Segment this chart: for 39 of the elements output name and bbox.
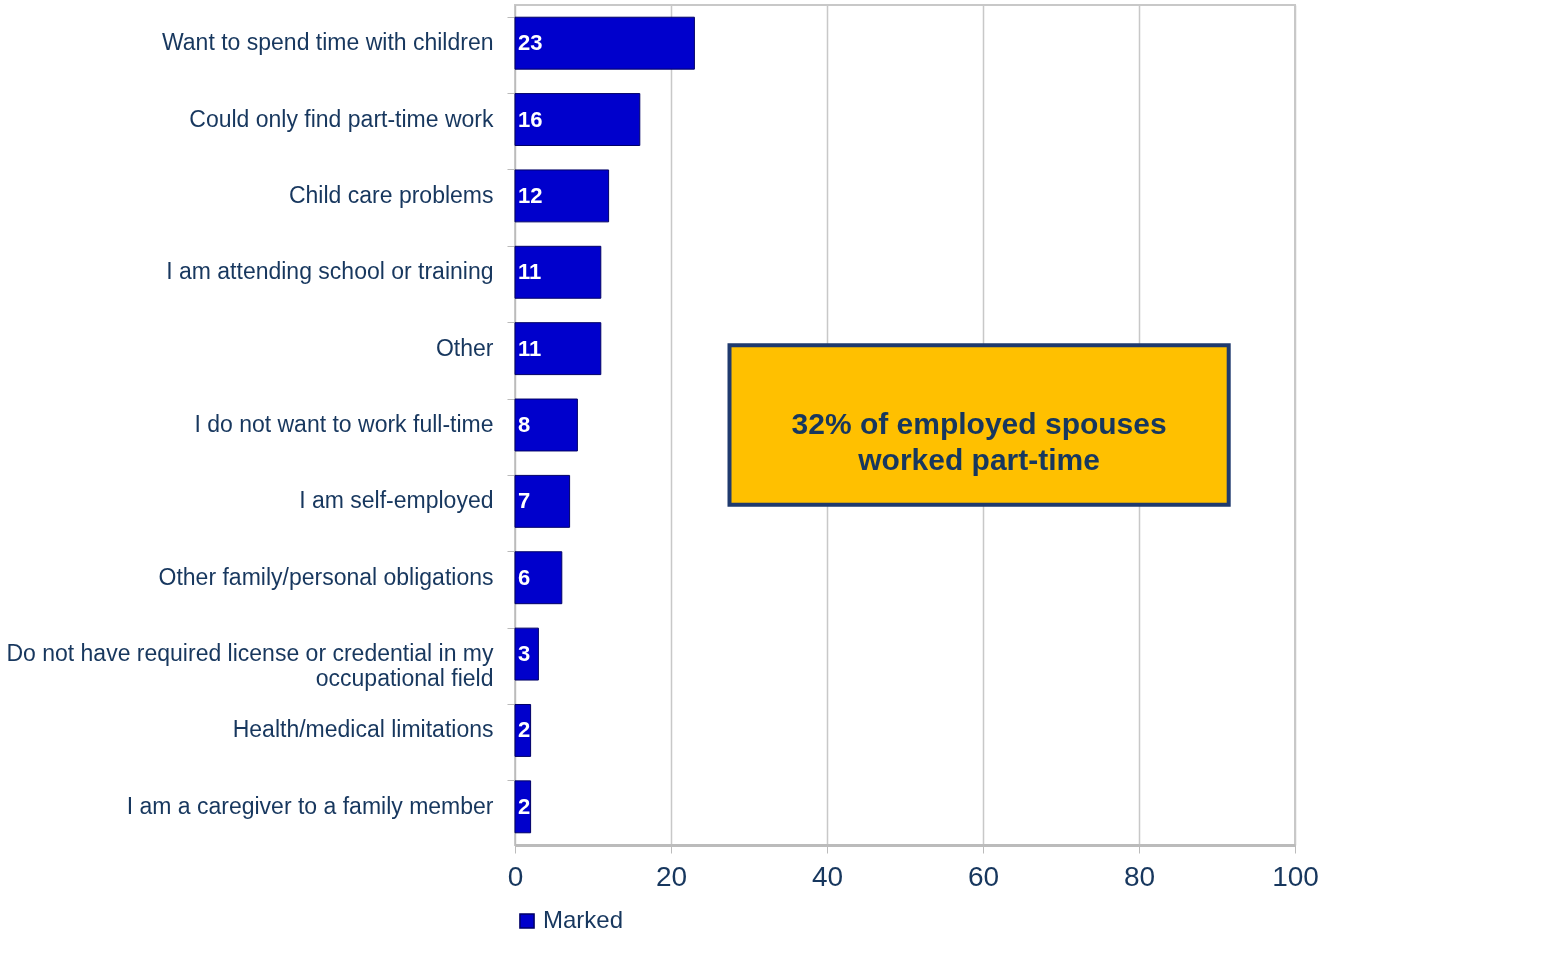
x-tick-label: 80 bbox=[1123, 860, 1156, 892]
y-tick-label: Could only find part-time work bbox=[189, 105, 494, 132]
data-label: 16 bbox=[518, 106, 543, 132]
legend-label: Marked bbox=[543, 906, 624, 933]
data-label: 3 bbox=[518, 641, 531, 667]
bar bbox=[514, 93, 641, 147]
x-tick-label: 0 bbox=[507, 860, 524, 892]
y-tick-label: Other family/personal obligations bbox=[158, 563, 494, 590]
data-label: 11 bbox=[518, 335, 542, 361]
y-tick-label: I am self-employed bbox=[299, 487, 494, 514]
x-tick-label: 20 bbox=[655, 860, 688, 892]
data-label: 23 bbox=[518, 30, 543, 56]
y-tick-label: I am attending school or training bbox=[166, 258, 494, 285]
annotation: 32% of employed spouses worked part-time bbox=[791, 407, 1167, 476]
y-tick-label: Child care problems bbox=[288, 181, 494, 208]
bar bbox=[514, 16, 695, 70]
data-label: 2 bbox=[518, 717, 531, 743]
bar bbox=[514, 551, 563, 605]
x-tick-label: 40 bbox=[811, 860, 844, 892]
y-tick-label: Other bbox=[435, 334, 494, 361]
x-tick-label: 60 bbox=[967, 860, 1000, 892]
bar bbox=[514, 627, 539, 681]
bar bbox=[514, 398, 578, 452]
data-label: 11 bbox=[518, 259, 542, 285]
x-tick-label: 100 bbox=[1272, 860, 1319, 892]
y-tick-label: I do not want to work full-time bbox=[194, 411, 494, 437]
y-tick-label: Health/medical limitations bbox=[232, 716, 494, 743]
data-label: 12 bbox=[518, 182, 543, 208]
data-label: 7 bbox=[518, 488, 531, 514]
bar bbox=[514, 322, 602, 376]
data-label: 8 bbox=[518, 412, 531, 437]
y-tick-label: I am a caregiver to a family member bbox=[126, 792, 494, 819]
y-tick-label: Want to spend time with children bbox=[161, 29, 494, 56]
data-label: 2 bbox=[518, 793, 531, 819]
bar bbox=[514, 169, 610, 223]
y-tick-label: Do not have required license or credential in my occupational field bbox=[6, 640, 494, 692]
bar bbox=[514, 245, 602, 299]
bar bbox=[514, 474, 571, 528]
data-label: 6 bbox=[518, 564, 531, 590]
